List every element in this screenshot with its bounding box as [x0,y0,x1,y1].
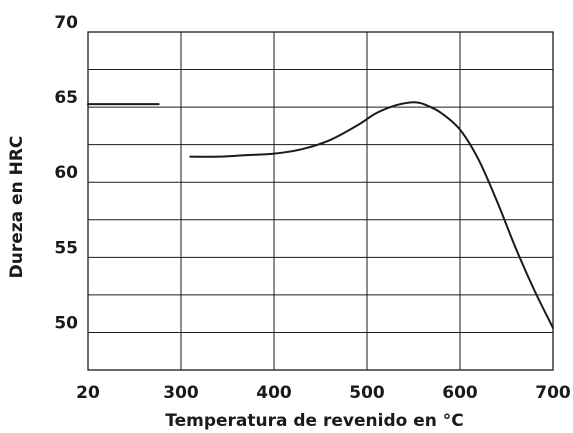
grid [87,31,554,371]
x-tick-label: 700 [535,383,571,403]
series-line-2 [189,101,554,329]
y-tick-label: 50 [54,313,78,333]
y-axis-label: Dureza en HRC [7,136,27,279]
y-tick-label: 65 [54,88,78,108]
series-layer [87,101,554,329]
x-tick-label: 400 [256,383,292,403]
x-tick-labels: 20 300 400 500 600 700 [76,383,571,403]
y-tick-label: 55 [54,238,78,258]
x-tick-label: 500 [349,383,385,403]
y-tick-label: 70 [54,13,78,33]
x-tick-label: 600 [442,383,478,403]
x-axis-label: Temperatura de revenido en °C [165,411,464,431]
y-tick-label: 60 [54,163,78,183]
x-tick-label: 300 [163,383,199,403]
y-tick-labels: 50 55 60 65 70 [54,13,78,333]
x-tick-label: 20 [76,383,100,403]
plot-frame [87,31,554,371]
